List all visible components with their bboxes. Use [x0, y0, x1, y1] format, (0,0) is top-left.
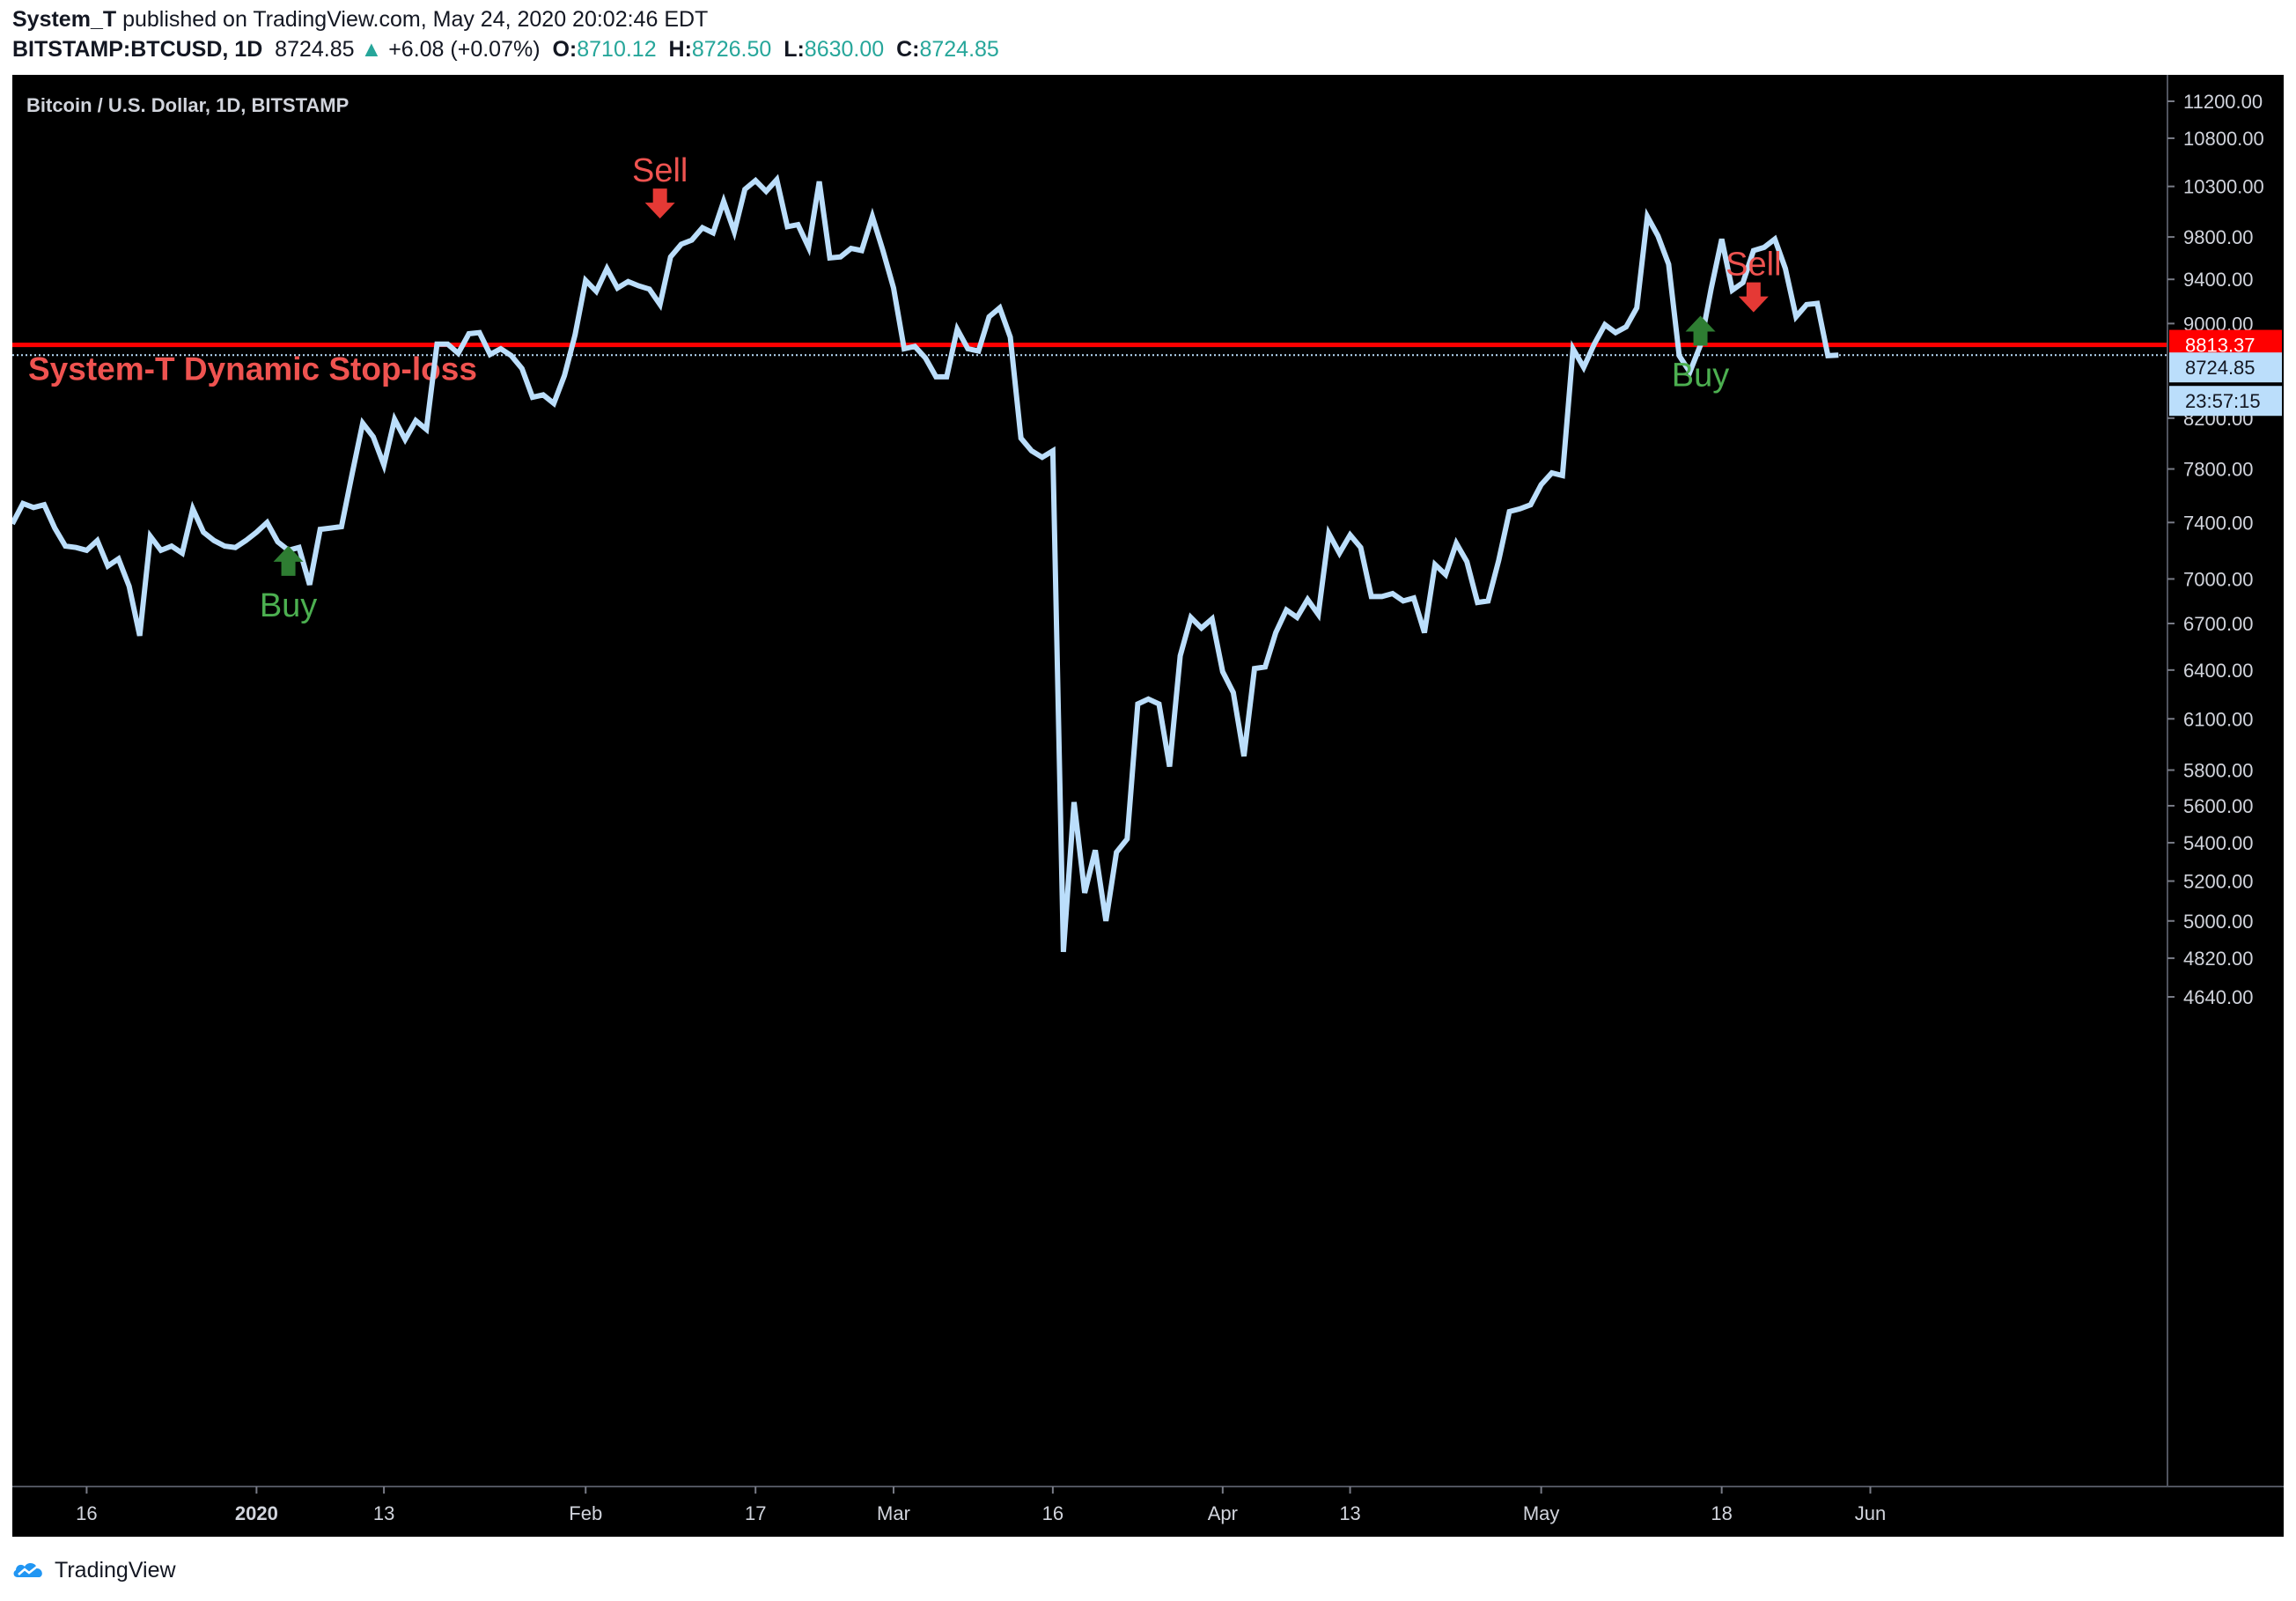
sell-signal-label: Sell	[632, 152, 688, 189]
time-tick-label: Feb	[569, 1502, 602, 1524]
time-tick-label: 16	[76, 1502, 97, 1524]
close-label: C:	[896, 37, 920, 62]
price-tick-label: 5000.00	[2183, 911, 2254, 933]
ohlc-line: BITSTAMP:BTCUSD, 1D 8724.85 ▲ +6.08 (+0.…	[12, 37, 999, 63]
stop-loss-layer: System-T Dynamic Stop-loss	[12, 343, 2167, 387]
buy-arrow-icon	[1685, 315, 1716, 346]
buy-arrow-icon	[273, 545, 304, 576]
chart-background	[12, 75, 2284, 1537]
price-tick-label: 6700.00	[2183, 613, 2254, 635]
last-price-label: 8724.85	[2185, 357, 2256, 379]
countdown-badge	[2169, 386, 2282, 417]
sell-arrow-icon	[1738, 282, 1769, 313]
price-tick-label: 5800.00	[2183, 759, 2254, 781]
published-text: published on TradingView.com, May 24, 20…	[122, 7, 709, 32]
price-tick-label: 10800.00	[2183, 128, 2264, 150]
buy-signal-label: Buy	[260, 587, 317, 624]
countdown-label: 23:57:15	[2185, 390, 2261, 412]
time-tick-label: Apr	[1208, 1502, 1238, 1524]
time-tick-label: 13	[1339, 1502, 1360, 1524]
high-value: 8726.50	[691, 37, 772, 62]
time-tick-label: 16	[1042, 1502, 1063, 1524]
price-tick-label: 7000.00	[2183, 568, 2254, 590]
up-arrow-icon: ▲	[360, 37, 383, 62]
price-series-layer	[12, 173, 1839, 953]
publisher-name[interactable]: System_T	[12, 7, 117, 32]
time-tick-label: Jun	[1855, 1502, 1886, 1524]
price-tick-label: 7800.00	[2183, 459, 2254, 481]
chart-header: System_T published on TradingView.com, M…	[12, 7, 2284, 69]
price-tick-label: 4820.00	[2183, 948, 2254, 970]
price-tick-label: 9400.00	[2183, 269, 2254, 291]
tradingview-logo-icon[interactable]	[12, 1560, 46, 1581]
signals-layer: Buy Sell Buy Sell	[260, 152, 1782, 624]
price-change: +6.08 (+0.07%)	[388, 37, 541, 62]
high-label: H:	[668, 37, 692, 62]
symbol-label: BITSTAMP:BTCUSD, 1D	[12, 37, 263, 62]
price-tick-label: 7400.00	[2183, 512, 2254, 534]
price-tick-label: 5200.00	[2183, 870, 2254, 892]
last-price-badge	[2169, 352, 2282, 383]
low-value: 8630.00	[804, 37, 885, 62]
open-value: 8710.12	[577, 37, 657, 62]
footer: TradingView	[12, 1550, 176, 1590]
open-label: O:	[552, 37, 578, 62]
time-tick-label: May	[1523, 1502, 1560, 1524]
low-label: L:	[784, 37, 805, 62]
stop-loss-label: System-T Dynamic Stop-loss	[28, 351, 477, 387]
time-tick-label: 18	[1711, 1502, 1732, 1524]
price-tick-label: 5600.00	[2183, 795, 2254, 817]
footer-brand[interactable]: TradingView	[55, 1557, 176, 1583]
buy-signal-label: Buy	[1672, 358, 1729, 395]
price-chart[interactable]: Bitcoin / U.S. Dollar, 1D, BITSTAMP Syst…	[12, 75, 2284, 1537]
time-tick-label: 2020	[235, 1502, 278, 1524]
price-series-line	[12, 173, 1839, 953]
publish-line: System_T published on TradingView.com, M…	[12, 7, 708, 33]
time-tick-label: 13	[373, 1502, 394, 1524]
chart-pane[interactable]: Bitcoin / U.S. Dollar, 1D, BITSTAMP Syst…	[12, 75, 2284, 1537]
price-axis[interactable]: 11200.0010800.0010300.009800.009400.0090…	[2167, 75, 2282, 1487]
price-tick-label: 6400.00	[2183, 660, 2254, 682]
price-tick-label: 9800.00	[2183, 226, 2254, 248]
price-tick-label: 10300.00	[2183, 176, 2264, 198]
time-tick-label: Mar	[877, 1502, 910, 1524]
sell-arrow-icon	[644, 188, 675, 219]
price-tick-label: 6100.00	[2183, 708, 2254, 730]
close-value: 8724.85	[919, 37, 999, 62]
last-price-value: 8724.85	[275, 37, 355, 62]
price-tick-label: 5400.00	[2183, 832, 2254, 854]
sell-signal-label: Sell	[1726, 247, 1781, 284]
chart-title: Bitcoin / U.S. Dollar, 1D, BITSTAMP	[26, 94, 349, 116]
price-tick-label: 4640.00	[2183, 986, 2254, 1008]
price-tick-label: 11200.00	[2183, 91, 2263, 113]
time-axis[interactable]: 16 2020 13 Feb 17 Mar 16 Apr 13 May 18 Jun	[12, 1486, 2284, 1524]
time-tick-label: 17	[745, 1502, 766, 1524]
